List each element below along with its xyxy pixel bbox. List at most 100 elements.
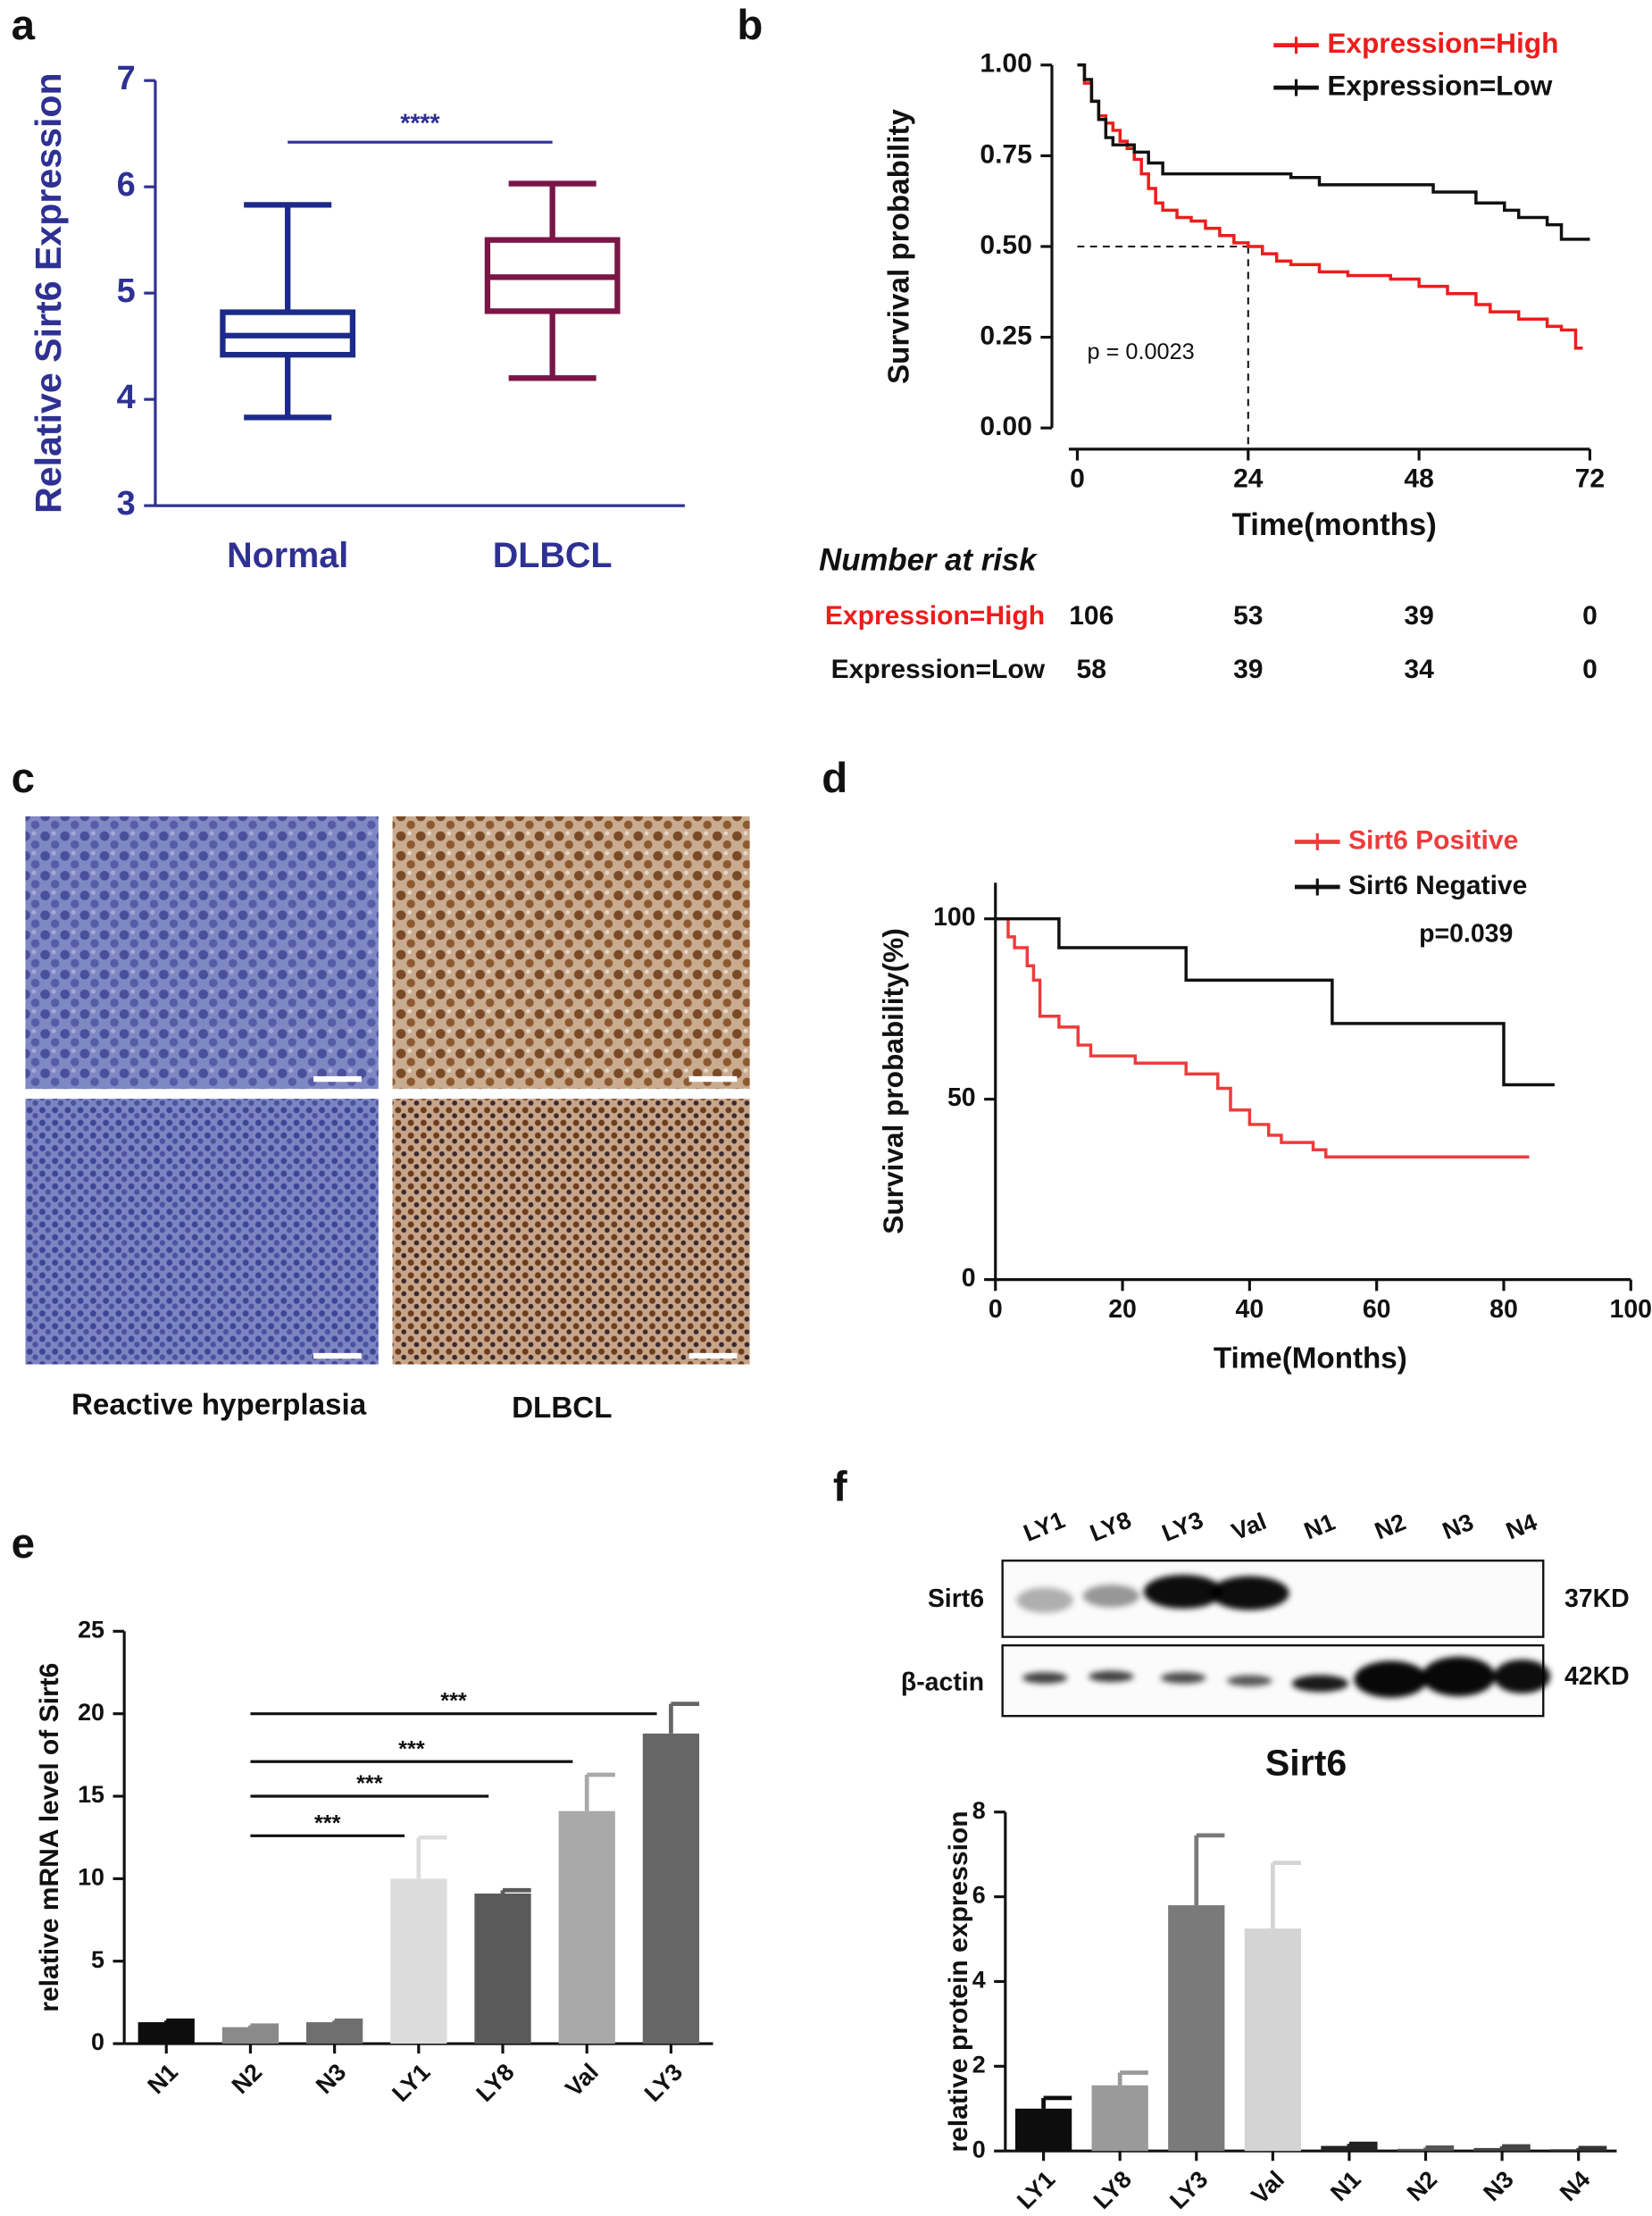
bar — [558, 1810, 615, 2045]
x-tick-label: N1 — [142, 2059, 183, 2100]
histology-label: Reactive hyperplasia — [71, 1389, 367, 1422]
y-tick-label: 0 — [972, 2136, 986, 2162]
blot-size-label: 37KD — [1564, 1585, 1630, 1613]
annotation: p = 0.0023 — [1088, 339, 1195, 364]
y-tick-label: 10 — [78, 1863, 104, 1890]
bar — [1091, 2085, 1148, 2152]
bar — [138, 2022, 195, 2045]
x-tick-label: LY3 — [639, 2059, 688, 2107]
risk-count: 0 — [1582, 655, 1598, 684]
y-tick-label: 0.75 — [980, 139, 1031, 169]
x-tick-label: 72 — [1575, 464, 1605, 494]
x-tick-label: N1 — [1325, 2166, 1366, 2207]
scale-bar — [313, 1075, 362, 1083]
lane-label: N2 — [1371, 1509, 1409, 1545]
x-tick-label: 100 — [1610, 1295, 1652, 1324]
y-tick-label: 8 — [972, 1797, 986, 1824]
risk-count: 39 — [1233, 655, 1263, 684]
bar — [1473, 2147, 1531, 2152]
bar — [390, 1878, 447, 2045]
legend-label: Sirt6 Negative — [1348, 871, 1527, 900]
x-axis-label: Time(Months) — [1214, 1342, 1407, 1376]
survival-curve — [1077, 63, 1583, 350]
y-tick-label: 0.00 — [980, 412, 1031, 441]
x-tick-label: 20 — [1108, 1295, 1137, 1324]
risk-count: 58 — [1077, 655, 1106, 684]
x-tick-label: N3 — [311, 2059, 352, 2100]
risk-count: 0 — [1582, 601, 1598, 631]
significance-label: **** — [400, 110, 440, 138]
lane-label: LY3 — [1158, 1506, 1207, 1546]
histology-image — [392, 815, 750, 1090]
significance-label: *** — [356, 1771, 383, 1796]
x-tick-label: 48 — [1404, 464, 1433, 494]
lane-label: N3 — [1439, 1509, 1477, 1545]
blot-bands — [1016, 1575, 1551, 1698]
x-tick-label: DLBCL — [493, 536, 613, 575]
panel-label: f — [833, 1464, 847, 1511]
survival-curve — [1077, 63, 1590, 241]
chart-title: Sirt6 — [1265, 1742, 1347, 1783]
x-tick-label: 0 — [1070, 464, 1085, 494]
x-tick-label: N2 — [1402, 2166, 1443, 2207]
y-tick-label: 4 — [117, 379, 136, 416]
bar — [306, 2022, 363, 2045]
significance-label: *** — [440, 1689, 467, 1714]
x-tick-label: Val — [560, 2059, 604, 2103]
scale-bar — [313, 1352, 362, 1359]
y-tick-label: 20 — [78, 1699, 104, 1726]
annotation: p=0.039 — [1419, 919, 1513, 948]
risk-count: 53 — [1233, 601, 1263, 631]
lane-label: N4 — [1502, 1509, 1540, 1545]
bar — [1014, 2108, 1072, 2152]
y-axis-label: Survival probability — [883, 108, 916, 384]
y-tick-label: 100 — [933, 903, 975, 932]
x-tick-label: LY1 — [387, 2059, 435, 2107]
significance-label: *** — [398, 1736, 425, 1761]
blot-size-label: 42KD — [1564, 1662, 1630, 1691]
y-tick-label: 1.00 — [980, 49, 1031, 79]
risk-table-title: Number at risk — [819, 544, 1038, 578]
legend-label: Expression=High — [1327, 27, 1558, 59]
bar — [474, 1893, 531, 2045]
lane-label: N1 — [1300, 1509, 1339, 1545]
bar — [1397, 2148, 1455, 2152]
x-tick-label: N3 — [1478, 2166, 1519, 2207]
x-tick-label: 0 — [989, 1295, 1003, 1324]
bar — [1244, 1928, 1301, 2152]
x-axis-label: Time(months) — [1232, 508, 1437, 542]
risk-row-label: Expression=High — [825, 601, 1045, 631]
y-tick-label: 0 — [962, 1264, 976, 1292]
x-tick-label: 80 — [1489, 1295, 1518, 1324]
x-tick-label: N2 — [227, 2059, 268, 2100]
y-tick-label: 0.50 — [980, 230, 1031, 260]
x-tick-label: N4 — [1555, 2166, 1596, 2207]
panel-label: c — [12, 755, 35, 802]
x-tick-label: LY1 — [1012, 2166, 1060, 2214]
lane-labels: LY1 LY8 LY3 Val N1 N2 N3 N4 — [1020, 1506, 1540, 1546]
significance-label: *** — [314, 1810, 341, 1836]
blot-row-label: β-actin — [901, 1668, 984, 1696]
x-tick-label: LY8 — [471, 2059, 519, 2107]
y-axis-label: relative mRNA level of Sirt6 — [35, 1663, 64, 2012]
y-axis-label: Relative Sirt6 Expression — [28, 72, 69, 514]
bar — [1321, 2145, 1378, 2152]
y-tick-label: 4 — [972, 1967, 986, 1994]
x-tick-label: Val — [1246, 2166, 1289, 2210]
panel-label: e — [12, 1520, 35, 1568]
legend-label: Sirt6 Positive — [1348, 825, 1518, 855]
y-tick-label: 0.25 — [980, 321, 1031, 350]
y-axis-label: relative protein expression — [944, 1810, 973, 2152]
y-tick-label: 6 — [117, 166, 136, 204]
y-tick-label: 0 — [91, 2028, 104, 2055]
scale-bar — [688, 1075, 738, 1083]
y-tick-label: 5 — [117, 272, 136, 310]
risk-count: 34 — [1404, 655, 1434, 684]
y-tick-label: 2 — [972, 2051, 986, 2078]
histology-image — [25, 1099, 379, 1365]
y-tick-label: 5 — [91, 1946, 104, 1973]
y-tick-label: 25 — [78, 1616, 104, 1643]
x-tick-label: 60 — [1363, 1295, 1391, 1324]
histology-image — [25, 815, 379, 1090]
